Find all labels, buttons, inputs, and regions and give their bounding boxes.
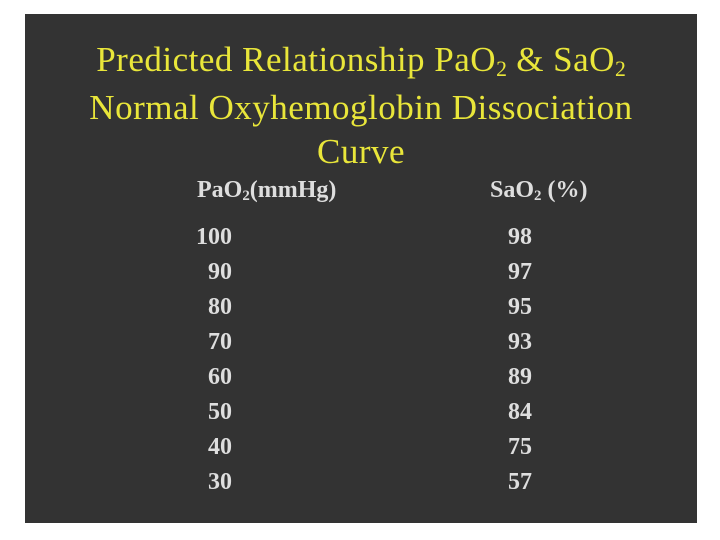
- pao2-value: 90: [208, 259, 232, 285]
- sao2-value: 98: [508, 224, 532, 250]
- slide-title: Predicted Relationship PaO2 & SaO2 Norma…: [25, 38, 697, 174]
- pao2-value: 70: [208, 329, 232, 355]
- column-header-sao2-text: SaO: [490, 177, 535, 203]
- column-header-sao2: SaO2 (%): [490, 177, 587, 206]
- title-line-3: Curve: [316, 132, 406, 171]
- table-row: 60 89: [25, 360, 697, 395]
- slide: Predicted Relationship PaO2 & SaO2 Norma…: [25, 14, 697, 523]
- column-header-pao2-unit: (mmHg): [249, 177, 337, 203]
- data-table: 100 98 90 97 80 95 70 93 60 89 50 84: [25, 220, 697, 500]
- sao2-value: 75: [508, 434, 532, 460]
- sao2-value: 97: [508, 259, 532, 285]
- table-row: 40 75: [25, 430, 697, 465]
- sao2-value: 57: [508, 469, 532, 495]
- title-line-2: Normal Oxyhemoglobin Dissociation: [89, 88, 633, 127]
- table-row: 100 98: [25, 220, 697, 255]
- pao2-value: 30: [208, 469, 232, 495]
- pao2-value: 50: [208, 399, 232, 425]
- pao2-value: 100: [196, 224, 232, 250]
- table-row: 30 57: [25, 465, 697, 500]
- column-header-pao2-text: PaO: [197, 177, 243, 203]
- title-line-1: Predicted Relationship PaO2 & SaO2: [25, 38, 697, 86]
- table-row: 80 95: [25, 290, 697, 325]
- pao2-value: 40: [208, 434, 232, 460]
- sao2-value: 95: [508, 294, 532, 320]
- subscript: 2: [496, 56, 507, 81]
- sao2-value: 93: [508, 329, 532, 355]
- subscript: 2: [614, 56, 626, 81]
- subscript: 2: [534, 188, 542, 205]
- title-line-1-text: Predicted Relationship PaO: [96, 40, 497, 79]
- pao2-value: 60: [208, 364, 232, 390]
- subscript: 2: [242, 188, 250, 205]
- table-row: 70 93: [25, 325, 697, 360]
- table-row: 90 97: [25, 255, 697, 290]
- column-header-pao2: PaO2(mmHg): [197, 177, 336, 206]
- title-line-1-text: & SaO: [506, 40, 615, 79]
- column-header-sao2-unit: (%): [541, 177, 588, 203]
- table-row: 50 84: [25, 395, 697, 430]
- sao2-value: 84: [508, 399, 532, 425]
- pao2-value: 80: [208, 294, 232, 320]
- sao2-value: 89: [508, 364, 532, 390]
